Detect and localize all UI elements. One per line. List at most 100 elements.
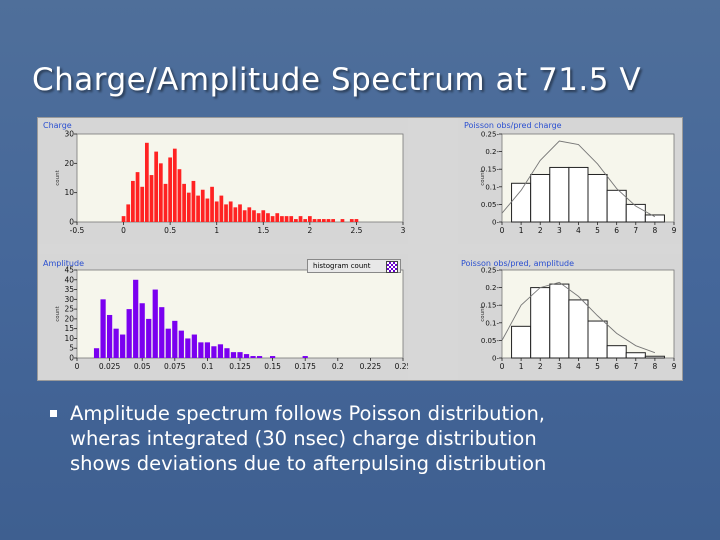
histogram-bar — [210, 186, 214, 222]
y-tick-label: 0 — [69, 218, 74, 227]
x-tick-label: 2 — [538, 362, 543, 371]
histogram-bar — [152, 289, 158, 358]
histogram-bar — [106, 314, 113, 358]
histogram-bar — [144, 142, 149, 222]
histogram-bar — [100, 299, 106, 358]
x-tick-label: 9 — [672, 226, 677, 235]
x-tick-label: 4 — [576, 226, 581, 235]
x-tick-label: 0.5 — [164, 226, 176, 235]
histogram-bar — [237, 352, 243, 358]
x-tick-label: 1.5 — [257, 226, 269, 235]
histogram-bar — [149, 175, 154, 222]
slide-title: Charge/Amplitude Spectrum at 71.5 V — [32, 62, 642, 98]
y-tick-label: 20 — [64, 159, 74, 168]
histogram-bar — [252, 210, 256, 222]
observed-bar — [511, 182, 532, 223]
x-tick-label: 0 — [121, 226, 126, 235]
histogram-bar — [191, 334, 197, 358]
y-tick-label: 10 — [64, 188, 74, 197]
histogram-bar — [340, 219, 345, 222]
x-tick-label: 4 — [576, 362, 581, 371]
y-tick-label: 0.15- — [481, 302, 500, 310]
y-tick-label: 5 — [69, 344, 74, 353]
histogram-bar — [165, 328, 171, 358]
poisson-amplitude-title: Poisson obs/pred, amplitude — [461, 259, 575, 268]
x-tick-label: 1 — [214, 226, 219, 235]
histogram-bar — [158, 163, 163, 222]
y-tick-label: 0.25- — [481, 267, 500, 275]
poisson-charge-panel: count 0- 0.05- 0.1- 0.15- 0.2- 0.25- 0 1 2 3 4 5 6 7 8 9… — [458, 118, 682, 244]
histogram-bar — [354, 219, 359, 222]
x-tick-label: 2.5 — [350, 226, 362, 235]
observed-bar — [549, 166, 570, 223]
y-tick-label: 35 — [64, 285, 74, 294]
y-tick-label: 0.15- — [481, 166, 500, 174]
spectrum-figure: count 0 10 20 30 -0.5 0 0.5 1 1.5 2 2.5 3 Charge cou… — [37, 117, 683, 381]
poisson-amplitude-panel: count 0- 0.05- 0.1- 0.15- 0.2- 0.25- 0 1 2 3 4 5 6 7 8 9… — [458, 254, 682, 380]
x-tick-label: 0.025 — [99, 362, 121, 371]
x-tick-label: -0.5 — [70, 226, 85, 235]
y-tick-label: 30 — [64, 130, 74, 139]
y-tick-label: 15 — [64, 324, 74, 333]
histogram-bar — [126, 204, 131, 222]
x-tick-label: 7 — [633, 226, 638, 235]
histogram-bar — [214, 201, 219, 222]
observed-bar — [644, 355, 665, 359]
histogram-bar — [307, 216, 312, 222]
x-tick-label: 0.2 — [332, 362, 344, 371]
histogram-bar — [243, 354, 250, 358]
amplitude-panel: count 0 5 10 15 20 25 30 35 40 45 0 0.025 0.05 0.075 0.… — [38, 254, 408, 380]
observed-bar — [549, 283, 570, 359]
bullet-line: shows deviations due to afterpulsing dis… — [70, 452, 547, 475]
y-tick-label: 0- — [492, 355, 499, 363]
y-tick-label: 0 — [69, 354, 74, 363]
y-tick-label: 0.2- — [485, 284, 499, 292]
histogram-bar — [331, 219, 336, 222]
poisson-prediction-curve — [501, 140, 656, 218]
histogram-bar — [298, 216, 303, 222]
histogram-bar — [126, 309, 132, 358]
histogram-bar — [270, 216, 275, 222]
histogram-bar — [228, 201, 233, 222]
histogram-bar — [135, 172, 140, 222]
x-tick-label: 3 — [557, 362, 562, 371]
y-tick-label: 30 — [64, 295, 74, 304]
histogram-bar — [250, 356, 256, 358]
observed-bar — [587, 173, 608, 223]
legend-label: histogram count — [313, 262, 371, 270]
y-axis-label: count — [480, 305, 486, 321]
poisson-charge-title: Poisson obs/pred charge — [464, 121, 562, 130]
x-tick-label: 2 — [307, 226, 312, 235]
plot-area — [76, 269, 404, 359]
legend-swatch — [386, 261, 398, 273]
histogram-bar — [196, 195, 200, 222]
histogram-bar — [224, 204, 228, 222]
histogram-bar — [284, 216, 289, 222]
x-tick-label: 0 — [75, 362, 80, 371]
histogram-bar — [261, 210, 266, 222]
x-tick-label: 9 — [672, 362, 677, 371]
histogram-bar — [211, 346, 217, 358]
histogram-bar — [317, 219, 322, 222]
x-tick-label: 0.05 — [134, 362, 151, 371]
histogram-bar — [219, 195, 224, 222]
poisson-prediction-curve — [501, 281, 656, 354]
x-tick-label: 0 — [500, 226, 505, 235]
y-tick-label: 25 — [64, 305, 74, 314]
x-tick-label: 1 — [519, 226, 524, 235]
histogram-bar — [198, 342, 204, 358]
x-tick-label: 0.175 — [294, 362, 316, 371]
y-tick-label: 0.25- — [481, 131, 500, 139]
histogram-bar — [321, 219, 326, 222]
histogram-bar — [275, 213, 280, 222]
y-axis-label: count — [55, 169, 61, 185]
histogram-bar — [280, 216, 284, 222]
histogram-bar — [326, 219, 331, 222]
histogram-bar — [154, 151, 159, 222]
x-tick-label: 0.1 — [201, 362, 213, 371]
y-tick-label: 0.1- — [485, 183, 499, 191]
poisson-amplitude-histogram: count 0- 0.05- 0.1- 0.15- 0.2- 0.25- 0 1 2 3 4 5 6 7 8 9 — [480, 267, 677, 372]
histogram-bar — [302, 356, 308, 358]
